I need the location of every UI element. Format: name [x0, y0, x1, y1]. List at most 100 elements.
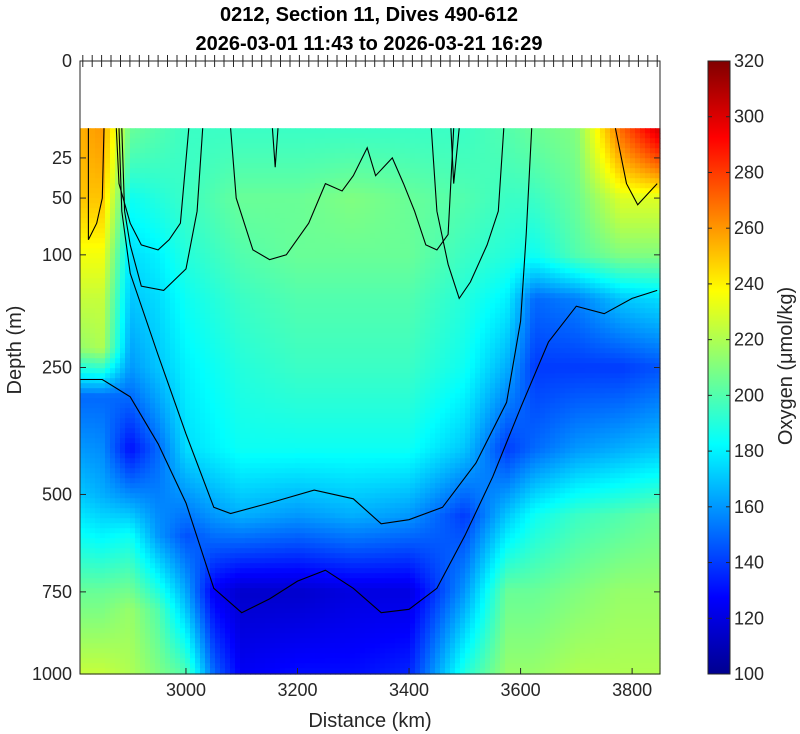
heatmap-cell [240, 428, 246, 434]
heatmap-cell [230, 248, 236, 254]
heatmap-cell [110, 228, 116, 234]
heatmap-cell [135, 363, 141, 369]
heatmap-cell [240, 203, 246, 209]
heatmap-cell [140, 628, 146, 634]
heatmap-cell [260, 633, 266, 639]
heatmap-cell [240, 473, 246, 479]
heatmap-cell [225, 153, 231, 159]
heatmap-cell [255, 228, 261, 234]
heatmap-cell [120, 188, 126, 194]
heatmap-cell [125, 168, 131, 174]
heatmap-cell [215, 408, 221, 414]
heatmap-cell [300, 133, 306, 139]
heatmap-cell [155, 523, 161, 529]
heatmap-cell [290, 148, 296, 154]
heatmap-cell [145, 338, 151, 344]
heatmap-cell [265, 563, 271, 569]
heatmap-cell [165, 348, 171, 354]
heatmap-cell [245, 203, 251, 209]
heatmap-cell [255, 173, 261, 179]
heatmap-cell [160, 443, 166, 449]
heatmap-cell [130, 643, 136, 649]
heatmap-cell [305, 148, 311, 154]
heatmap-cell [180, 513, 186, 519]
heatmap-cell [175, 168, 181, 174]
heatmap-cell [180, 563, 186, 569]
heatmap-cell [100, 233, 106, 239]
heatmap-cell [150, 128, 156, 134]
heatmap-cell [105, 538, 111, 544]
heatmap-cell [115, 263, 121, 269]
heatmap-cell [170, 613, 176, 619]
heatmap-cell [125, 173, 131, 179]
heatmap-cell [145, 363, 151, 369]
heatmap-cell [255, 548, 261, 554]
heatmap-cell [150, 333, 156, 339]
heatmap-cell [300, 418, 306, 424]
heatmap-cell [135, 453, 141, 459]
heatmap-cell [220, 468, 226, 474]
heatmap-cell [210, 193, 216, 199]
heatmap-cell [115, 273, 121, 279]
heatmap-cell [205, 223, 211, 229]
heatmap-cell [95, 628, 101, 634]
heatmap-cell [235, 173, 241, 179]
heatmap-cell [180, 473, 186, 479]
heatmap-cell [85, 338, 91, 344]
heatmap-cell [115, 128, 121, 134]
heatmap-cell [245, 558, 251, 564]
heatmap-cell [155, 358, 161, 364]
heatmap-cell [250, 338, 256, 344]
heatmap-cell [195, 213, 201, 219]
heatmap-cell [145, 173, 151, 179]
heatmap-cell [245, 518, 251, 524]
heatmap-cell [275, 318, 281, 324]
heatmap-cell [95, 458, 101, 464]
heatmap-cell [230, 273, 236, 279]
heatmap-cell [185, 643, 191, 649]
heatmap-cell [195, 628, 201, 634]
heatmap-cell [140, 448, 146, 454]
heatmap-cell [135, 388, 141, 394]
heatmap-cell [145, 438, 151, 444]
heatmap-cell [285, 313, 291, 319]
heatmap-cell [165, 583, 171, 589]
heatmap-cell [175, 183, 181, 189]
heatmap-cell [145, 578, 151, 584]
heatmap-cell [265, 653, 271, 659]
heatmap-cell [250, 603, 256, 609]
heatmap-cell [90, 528, 96, 534]
heatmap-cell [105, 313, 111, 319]
heatmap-cell [130, 468, 136, 474]
heatmap-cell [100, 573, 106, 579]
heatmap-cell [190, 378, 196, 384]
heatmap-cell [195, 583, 201, 589]
heatmap-cell [170, 298, 176, 304]
heatmap-cell [150, 638, 156, 644]
heatmap-cell [260, 408, 266, 414]
heatmap-cell [115, 493, 121, 499]
heatmap-cell [175, 278, 181, 284]
heatmap-cell [300, 193, 306, 199]
heatmap-cell [275, 588, 281, 594]
heatmap-cell [110, 138, 116, 144]
heatmap-cell [90, 343, 96, 349]
heatmap-cell [285, 493, 291, 499]
heatmap-cell [175, 333, 181, 339]
heatmap-cell [110, 523, 116, 529]
heatmap-cell [285, 608, 291, 614]
heatmap-cell [135, 148, 141, 154]
heatmap-cell [195, 428, 201, 434]
heatmap-cell [290, 143, 296, 149]
heatmap-cell [215, 238, 221, 244]
heatmap-cell [210, 128, 216, 134]
heatmap-cell [175, 358, 181, 364]
heatmap-cell [105, 383, 111, 389]
heatmap-cell [275, 658, 281, 664]
heatmap-cell [100, 393, 106, 399]
heatmap-cell [225, 198, 231, 204]
heatmap-cell [105, 613, 111, 619]
heatmap-cell [225, 233, 231, 239]
heatmap-cell [155, 303, 161, 309]
heatmap-cell [195, 443, 201, 449]
